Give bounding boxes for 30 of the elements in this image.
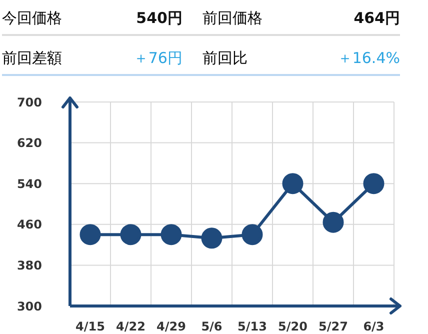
text: 464円 — [352, 8, 400, 28]
y-tick-label: 620 — [16, 136, 42, 150]
text: 前回価格 — [201, 8, 264, 28]
x-tick-label: 6/3 — [363, 320, 384, 334]
text: 今回価格 — [2, 8, 63, 28]
text: 前回差額 — [2, 48, 63, 68]
text: 540円 — [135, 8, 182, 28]
y-tick-label: 460 — [16, 218, 42, 232]
text: 前回比 — [201, 48, 248, 68]
x-tick-label: 5/27 — [318, 320, 348, 334]
y-tick-label: 380 — [16, 258, 42, 272]
point — [242, 224, 263, 246]
y-tick-label: 540 — [16, 176, 42, 191]
y-tick-label: 700 — [16, 95, 42, 110]
x-tick-label: 5/20 — [278, 320, 308, 334]
point — [120, 224, 142, 246]
text: ＋76円 — [132, 48, 182, 68]
point — [363, 173, 384, 194]
point — [201, 228, 222, 249]
y-tick-label: 300 — [16, 299, 42, 314]
point — [160, 224, 182, 246]
point — [80, 224, 101, 246]
x-tick-label: 4/15 — [76, 320, 105, 334]
x-tick-label: 5/6 — [201, 320, 222, 334]
point — [282, 173, 304, 194]
point — [322, 212, 344, 233]
text: ＋16.4% — [336, 48, 400, 68]
x-tick-label: 4/29 — [156, 320, 186, 334]
x-tick-label: 4/22 — [116, 320, 146, 334]
x-tick-label: 5/13 — [238, 320, 267, 334]
